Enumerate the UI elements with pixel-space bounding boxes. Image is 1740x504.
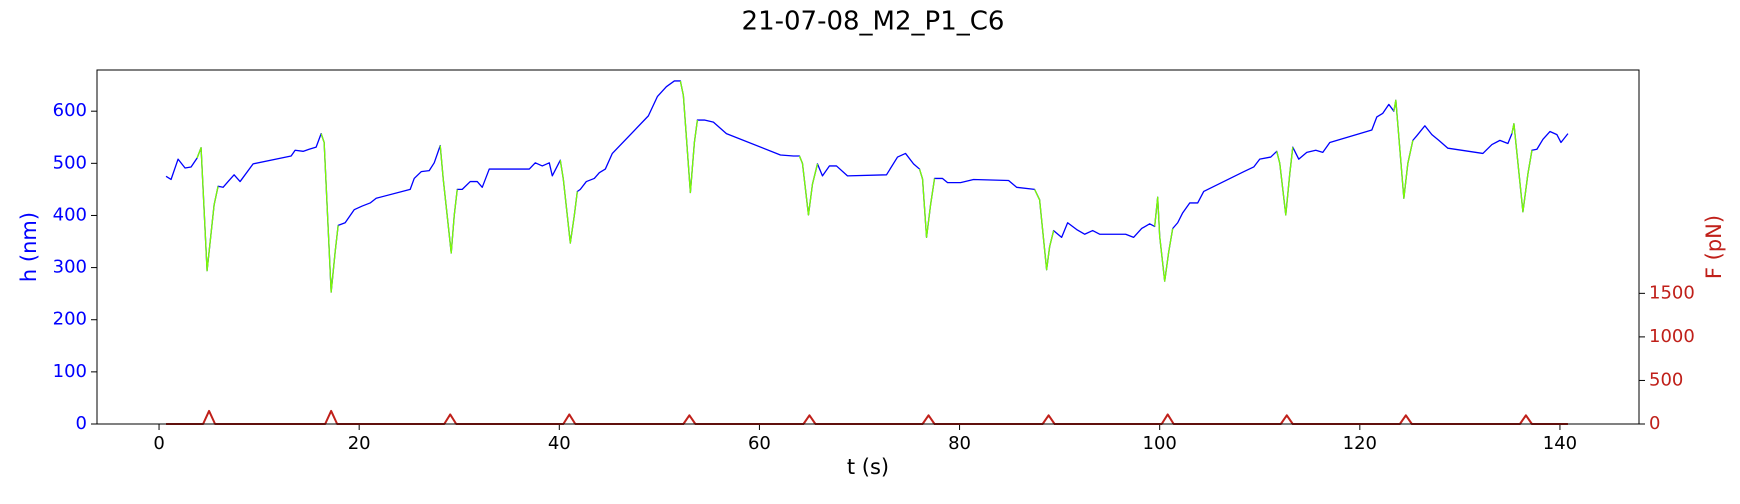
x-tick-label: 60	[748, 433, 771, 454]
y-tick-label: 300	[53, 257, 87, 278]
line-series	[196, 80, 1533, 293]
y-tick-label: 500	[53, 152, 87, 173]
y2-axis-label: F (pN)	[1702, 215, 1726, 279]
plot-frame	[96, 69, 1640, 425]
x-tick-label: 20	[348, 433, 371, 454]
y2-tick-label: 1000	[1649, 326, 1695, 347]
y-tick-label: 0	[76, 413, 87, 434]
y2-tick-label: 1500	[1649, 282, 1695, 303]
y-tick-label: 200	[53, 309, 87, 330]
x-tick-label: 100	[1143, 433, 1177, 454]
x-tick-label: 40	[548, 433, 571, 454]
y-axis-label: h (nm)	[17, 212, 41, 282]
x-tick-label: 0	[153, 433, 164, 454]
y-tick-label: 100	[53, 361, 87, 382]
x-axis-label: t (s)	[847, 455, 889, 479]
line-series	[165, 80, 1569, 293]
chart-title: 21-07-08_M2_P1_C6	[742, 7, 1005, 37]
y2-tick-label: 0	[1649, 413, 1660, 434]
line-series	[166, 409, 1568, 425]
y-tick-label: 600	[53, 100, 87, 121]
y2-tick-label: 500	[1649, 369, 1683, 390]
x-tick-label: 140	[1543, 433, 1577, 454]
x-tick-label: 80	[948, 433, 971, 454]
x-tick-label: 120	[1343, 433, 1377, 454]
y-tick-label: 400	[53, 204, 87, 225]
